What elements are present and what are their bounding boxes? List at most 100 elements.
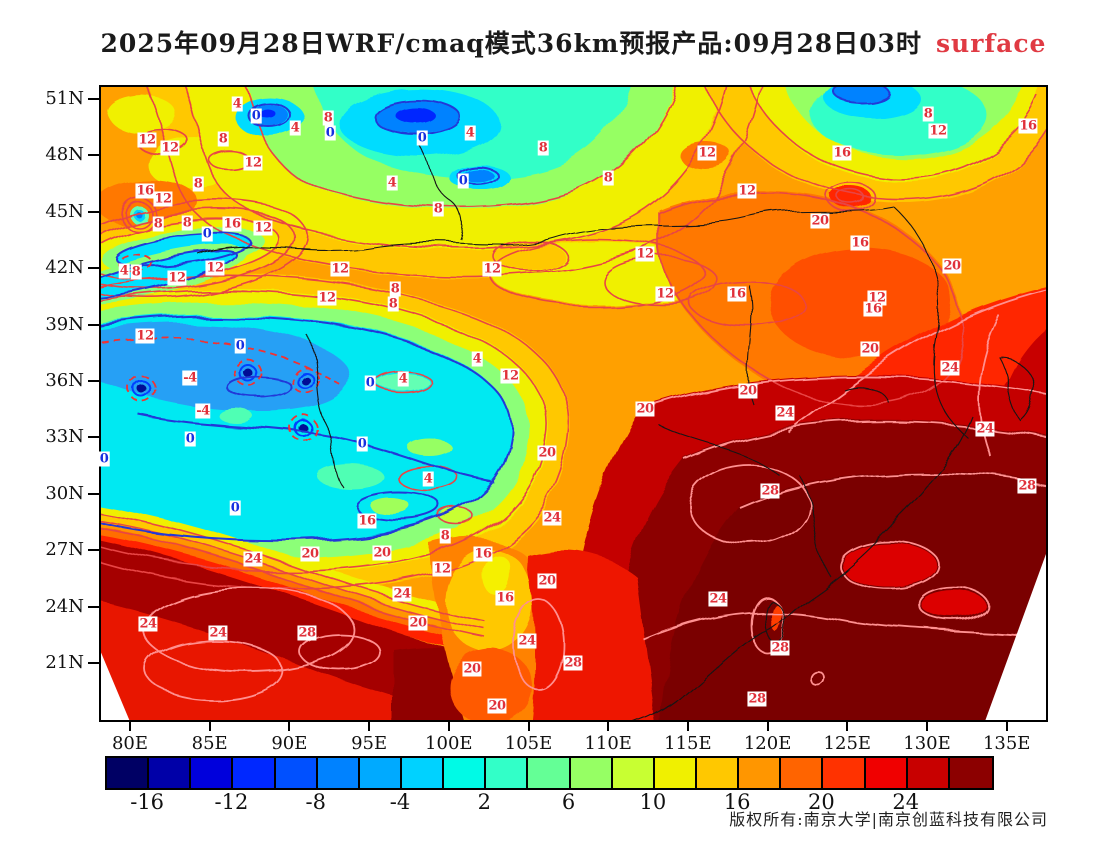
lat-tick-label: 30N: [45, 482, 84, 504]
contour-value-label: 12: [928, 123, 948, 139]
lon-tick-label: 105E: [504, 733, 553, 754]
contour-value-label: 4: [422, 471, 434, 487]
contour-value-label: 12: [153, 191, 173, 207]
contour-value-label: 4: [386, 175, 398, 191]
contour-value-label: 16: [473, 546, 493, 562]
contour-value-label: 20: [738, 383, 758, 399]
lon-tick: [129, 722, 131, 731]
colorbar-segment: [697, 758, 740, 788]
colorbar-segment: [528, 758, 571, 788]
colorbar-segment: [402, 758, 445, 788]
contour-value-label: 12: [697, 145, 717, 161]
contour-value-label: 20: [462, 661, 482, 677]
lon-tick: [846, 722, 849, 731]
contour-value-label: 16: [832, 145, 852, 161]
contour-value-label: 12: [160, 140, 180, 156]
contour-value-label: 16: [850, 235, 870, 251]
contour-value-label: 24: [243, 551, 263, 567]
contour-value-label: 16: [727, 286, 747, 302]
contour-label-layer: 12 12 4 0 4 8 0 8 12 0 4 8 12 8 12 16 16 8 12 8 16 12 4 0 8 8 8 0 16…: [98, 85, 1048, 722]
contour-value-label: 4: [231, 96, 243, 112]
contour-value-label: 12: [317, 290, 337, 306]
colorbar-tick-label: 2: [477, 790, 491, 814]
title-text: 2025年09月28日WRF/cmaq模式36km预报产品:09月28日03时: [100, 29, 922, 58]
contour-value-label: 12: [205, 260, 225, 276]
contour-value-label: 24: [392, 586, 412, 602]
lon-tick-label: 90E: [271, 733, 308, 754]
colorbar-segment: [907, 758, 950, 788]
contour-value-label: 8: [537, 140, 549, 156]
colorbar-tick-label: -12: [214, 790, 249, 814]
contour-value-label: 28: [760, 483, 780, 499]
contour-value-label: 16: [135, 183, 155, 199]
lat-tick-label: 27N: [45, 539, 84, 561]
contour-value-label: 0: [324, 125, 336, 141]
colorbar-segment: [739, 758, 782, 788]
lat-tick: [88, 154, 99, 157]
colorbar-segment: [275, 758, 318, 788]
contour-value-label: 24: [775, 405, 795, 421]
contour-value-label: 4: [289, 120, 301, 136]
contour-value-label: 8: [130, 264, 142, 280]
contour-value-label: 12: [482, 261, 502, 277]
lon-tick-label: 120E: [743, 733, 792, 754]
lat-tick-label: 45N: [45, 200, 84, 222]
contour-value-label: 0: [184, 431, 196, 447]
colorbar-segment: [486, 758, 529, 788]
lon-tick: [926, 722, 928, 731]
contour-value-label: 16: [1018, 118, 1038, 134]
contour-value-label: 0: [250, 108, 262, 124]
contour-value-label: 8: [152, 216, 164, 232]
colorbar-segment: [107, 758, 150, 788]
contour-value-label: 24: [708, 591, 728, 607]
contour-value-label: 16: [495, 590, 515, 606]
lat-tick-label: 21N: [45, 652, 84, 673]
colorbar-segment: [317, 758, 360, 788]
colorbar-segment: [865, 758, 908, 788]
lon-tick-label: 85E: [191, 733, 228, 754]
lat-tick-label: 33N: [45, 426, 84, 448]
lon-tick-label: 135E: [982, 733, 1031, 754]
contour-value-label: 0: [98, 451, 110, 467]
colorbar-segment: [444, 758, 487, 788]
lon-tick: [686, 722, 689, 731]
lon-tick: [447, 722, 450, 731]
lat-tick-label: 48N: [45, 144, 84, 166]
contour-value-label: 12: [655, 286, 675, 302]
contour-value-label: 20: [372, 545, 392, 561]
colorbar-tick-label: -16: [130, 790, 165, 814]
colorbar-tick-label: -8: [305, 790, 326, 814]
lon-tick: [527, 722, 530, 731]
contour-value-label: 4: [471, 351, 483, 367]
contour-value-label: 0: [356, 436, 368, 452]
colorbar-segment: [359, 758, 402, 788]
contour-value-label: 8: [217, 131, 229, 147]
lat-tick: [88, 267, 99, 270]
title-highlight: surface: [935, 29, 1047, 58]
lat-tick-label: 51N: [45, 88, 84, 109]
contour-value-label: 8: [602, 170, 614, 186]
contour-value-label: -4: [195, 403, 211, 419]
contour-value-label: 12: [137, 132, 157, 148]
contour-value-label: 12: [243, 155, 263, 171]
lat-tick: [88, 380, 99, 382]
contour-value-label: 4: [118, 263, 130, 279]
contour-value-label: 0: [364, 375, 376, 391]
lat-tick: [88, 605, 99, 608]
colorbar-segment: [654, 758, 697, 788]
contour-value-label: 16: [222, 216, 242, 232]
contour-value-label: 0: [234, 338, 246, 354]
lon-tick-label: 115E: [664, 733, 712, 754]
lon-tick-label: 80E: [111, 733, 149, 754]
lon-tick-label: 130E: [903, 733, 951, 754]
contour-value-label: 16: [357, 513, 377, 529]
contour-value-label: 20: [537, 445, 557, 461]
colorbar-segment: [149, 758, 192, 788]
contour-value-label: 24: [138, 616, 158, 632]
contour-value-label: 12: [167, 270, 187, 286]
lon-tick-label: 100E: [425, 733, 473, 754]
contour-value-label: 28: [747, 691, 767, 707]
contour-value-label: 24: [542, 510, 562, 526]
contour-value-label: 8: [387, 296, 399, 312]
contour-value-label: 28: [297, 625, 317, 641]
